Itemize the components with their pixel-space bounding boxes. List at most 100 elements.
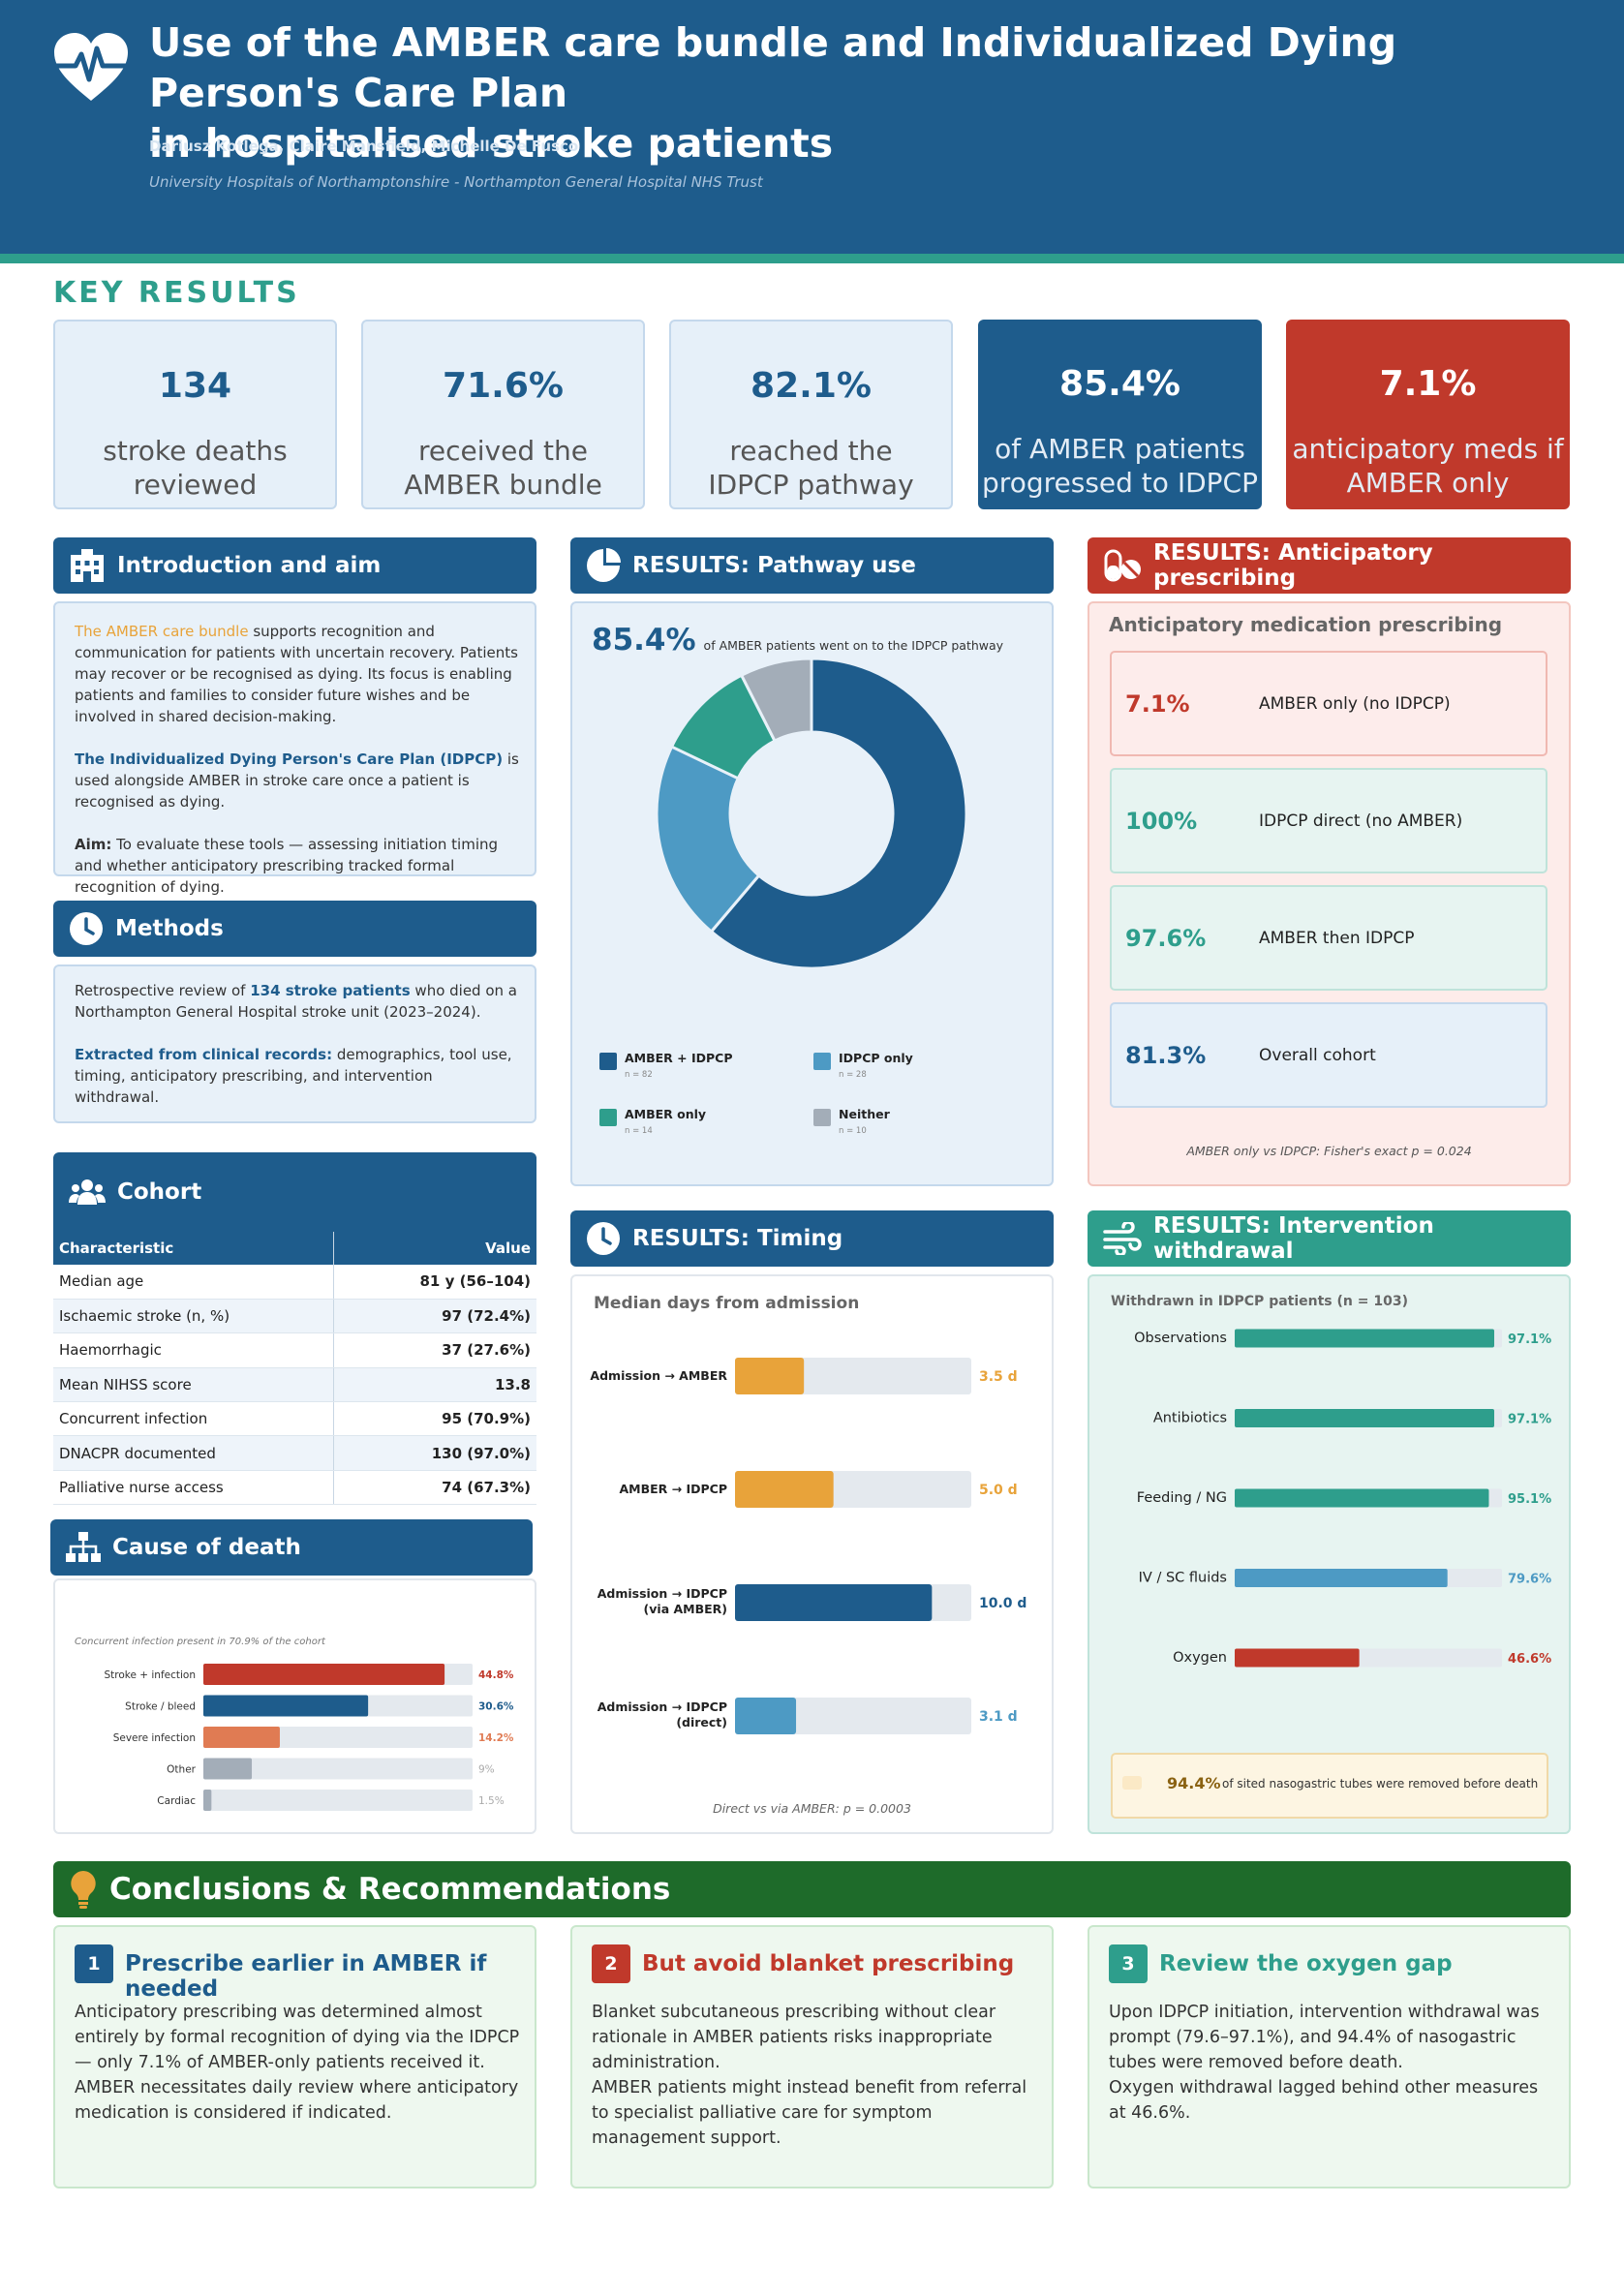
timing-header: RESULTS: Timing (570, 1210, 1054, 1267)
withdrawal-label: Antibiotics (1153, 1411, 1227, 1426)
cause-of-death-header: Cause of death (50, 1519, 533, 1576)
conclusion-body: Upon IDPCP initiation, intervention with… (1109, 2003, 1540, 2123)
conclusion-number: 1 (75, 1944, 113, 1983)
key-card-value: 7.1% (1379, 364, 1477, 404)
withdrawal-value: 97.1% (1508, 1332, 1551, 1347)
withdrawal-bar (1235, 1329, 1494, 1348)
prescribing-value: 81.3% (1125, 1041, 1207, 1069)
prescribing-header: RESULTS: Anticipatory prescribing (1088, 537, 1571, 594)
callout-value: 94.4% (1167, 1774, 1221, 1792)
cell-label: Ischaemic stroke (n, %) (53, 1299, 333, 1334)
key-results-heading: KEY RESULTS (53, 276, 300, 310)
withdrawal-value: 46.6% (1508, 1652, 1551, 1667)
cell-value: 95 (70.9%) (332, 1401, 536, 1437)
table-row: Ischaemic stroke (n, %) 97 (72.4%) (53, 1299, 536, 1334)
table-row: Mean NIHSS score 13.8 (53, 1367, 536, 1403)
cohort-header: Cohort (53, 1152, 536, 1232)
withdrawal-label: IV / SC fluids (1139, 1571, 1227, 1586)
donut-slice (709, 657, 968, 970)
key-card-value: 134 (158, 366, 232, 406)
lightbulb-icon (71, 1871, 96, 1909)
cohort-table: Characteristic Value Median age 81 y (56–… (53, 1232, 536, 1506)
cell-label: Haemorrhagic (53, 1332, 333, 1368)
timing-value: 5.0 d (979, 1483, 1018, 1498)
prescribing-subtitle: Anticipatory medication prescribing (1109, 613, 1503, 636)
methods-title: Methods (115, 916, 224, 941)
cell-value: 13.8 (332, 1367, 536, 1403)
title-line-2: in hospitalised stroke patients (149, 120, 834, 167)
legend-label: AMBER only (625, 1107, 707, 1121)
cause-bar (203, 1727, 280, 1748)
conclusion-title: Review the oxygen gap (1159, 1951, 1453, 1976)
prescribing-row-idpcp-direct: 100% IDPCP direct (no AMBER) (1110, 768, 1547, 873)
legend-label: Neither (839, 1107, 890, 1121)
poster-header (0, 0, 1624, 254)
key-card-label: anticipatory meds if AMBER only (1292, 433, 1564, 499)
conclusion-number: 3 (1109, 1944, 1148, 1983)
column-header-characteristic: Characteristic (53, 1232, 333, 1265)
sitemap-icon (66, 1532, 101, 1562)
table-row: Palliative nurse access 74 (67.3%) (53, 1470, 536, 1506)
cause-row: Cardiac 1.5% (157, 1790, 505, 1811)
cause-row: Severe infection 14.2% (113, 1727, 514, 1748)
cause-bar (203, 1695, 369, 1717)
cause-of-death-chart: Concurrent infection present in 70.9% of… (75, 1637, 514, 1811)
cause-of-death-title: Cause of death (112, 1535, 301, 1560)
legend-count: n = 14 (625, 1126, 653, 1136)
timing-value: 10.0 d (979, 1596, 1026, 1611)
cause-value: 30.6% (478, 1701, 514, 1713)
methods-panel: Retrospective review of 134 stroke patie… (53, 964, 536, 1123)
conclusion-number: 2 (592, 1944, 630, 1983)
cause-label: Cardiac (157, 1795, 196, 1807)
intro-panel: The AMBER care bundle supports recogniti… (53, 601, 536, 896)
cause-label: Stroke / bleed (125, 1701, 196, 1713)
cause-row: Stroke / bleed 30.6% (125, 1695, 514, 1717)
tube-icon (1122, 1776, 1142, 1790)
pathway-summary: 85.4% of AMBER patients went on to the I… (592, 623, 1003, 658)
timing-row: Admission → IDPCP(direct) 3.1 d (598, 1698, 1018, 1734)
cause-bar (203, 1758, 253, 1780)
cell-value: 97 (72.4%) (332, 1299, 536, 1334)
clock-icon (587, 1222, 620, 1255)
timing-label: Admission → IDPCP (598, 1699, 727, 1714)
conclusion-title: Prescribe earlier in AMBER if needed (125, 1951, 487, 2002)
legend-swatch (599, 1109, 617, 1126)
timing-bar (735, 1584, 933, 1621)
withdrawal-value: 97.1% (1508, 1413, 1551, 1427)
intro-text: The AMBER care bundle supports recogniti… (75, 621, 520, 898)
withdrawal-label: Oxygen (1173, 1650, 1227, 1666)
poster-title: Use of the AMBER care bundle and Individ… (149, 17, 1582, 168)
key-card-value: 71.6% (443, 366, 564, 406)
conclusion-card-2: 2 But avoid blanket prescribing Blanket … (570, 1925, 1054, 2189)
conclusion-card-1: 1 Prescribe earlier in AMBER if needed A… (53, 1925, 536, 2189)
withdrawal-row: Feeding / NG 95.1% (1137, 1488, 1551, 1508)
timing-value: 3.1 d (979, 1709, 1018, 1725)
clock-icon (70, 912, 103, 945)
methods-paragraph-2: Extracted from clinical records: demogra… (75, 1046, 512, 1106)
timing-row: AMBER → IDPCP 5.0 d (619, 1471, 1018, 1508)
heart-pulse-icon (54, 33, 128, 101)
withdrawal-chart: Observations 97.1% Antibiotics 97.1% Feeding… (1134, 1329, 1551, 1668)
cause-of-death-note: Concurrent infection present in 70.9% of… (75, 1637, 326, 1647)
withdrawal-bar (1235, 1569, 1448, 1587)
table-row: DNACPR documented 130 (97.0%) (53, 1435, 536, 1471)
legend-count: n = 10 (839, 1126, 867, 1136)
withdrawal-value: 95.1% (1508, 1492, 1551, 1507)
withdrawal-label: Observations (1134, 1331, 1227, 1346)
pills-icon (1104, 549, 1141, 582)
key-card-idpcp: 82.1% reached the IDPCP pathway (669, 320, 953, 509)
hospital-icon (71, 549, 104, 582)
timing-panel: Median days from admission Admission → A… (570, 1274, 1054, 1834)
cause-bar-track (203, 1790, 473, 1811)
donut-slice (655, 745, 761, 934)
cause-value: 14.2% (478, 1732, 514, 1744)
key-card-value: 85.4% (1059, 364, 1180, 404)
withdrawal-row: Oxygen 46.6% (1173, 1648, 1551, 1668)
cause-value: 1.5% (478, 1795, 505, 1807)
cause-value: 44.8% (478, 1669, 514, 1681)
timing-bar (735, 1358, 805, 1394)
prescribing-row-amber-then-idpcp: 97.6% AMBER then IDPCP (1110, 885, 1547, 991)
legend-swatch (599, 1053, 617, 1070)
withdrawal-row: Antibiotics 97.1% (1153, 1409, 1551, 1427)
key-card-deaths: 134 stroke deaths reviewed (53, 320, 337, 509)
